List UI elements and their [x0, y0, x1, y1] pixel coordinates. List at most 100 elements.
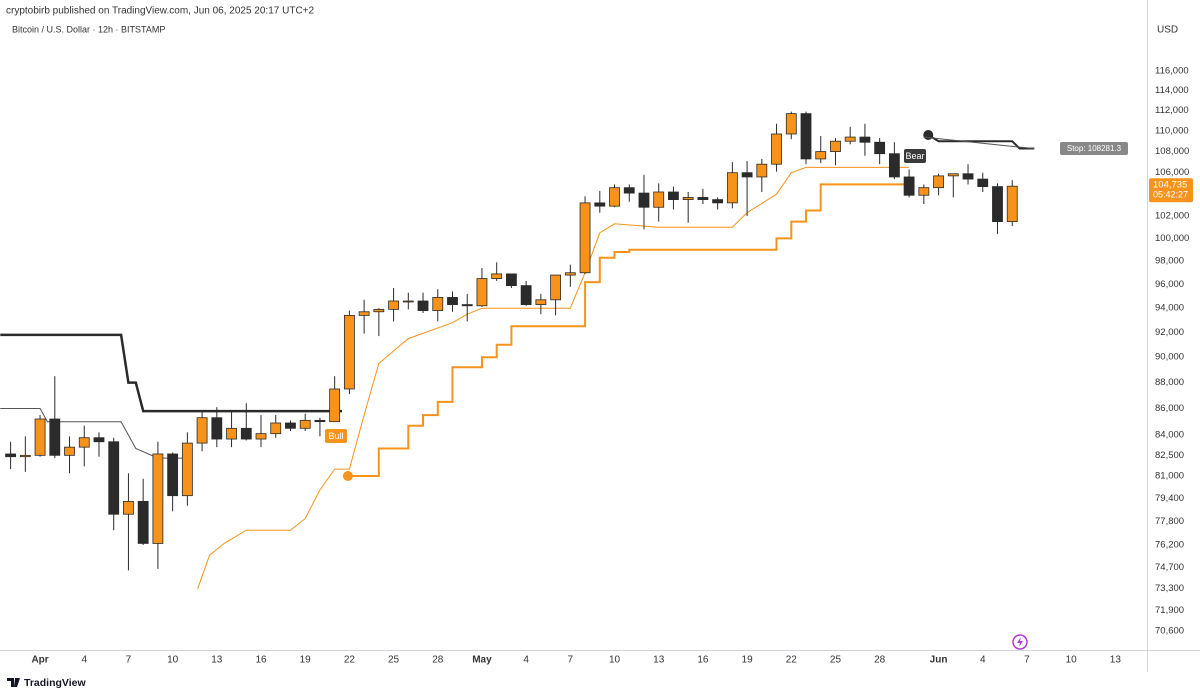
- candle-body: [741, 172, 753, 178]
- x-tick-label: 7: [126, 655, 132, 666]
- candle-body: [49, 418, 61, 456]
- candle-body: [564, 272, 576, 276]
- candle-body: [373, 308, 385, 313]
- candle-body: [697, 197, 709, 200]
- y-tick-label: 102,000: [1155, 211, 1189, 222]
- x-tick-label: 13: [1110, 655, 1122, 666]
- candle-body: [240, 427, 252, 440]
- indicator-line: [197, 166, 910, 589]
- candle-body: [285, 422, 296, 429]
- annotation-label: Bull: [328, 431, 343, 441]
- x-tick-label: 28: [874, 655, 886, 666]
- indicator-line: [927, 134, 1035, 150]
- candle-body: [78, 437, 90, 448]
- candle-body: [859, 136, 871, 143]
- y-tick-label: 73,300: [1155, 583, 1184, 594]
- candle-body: [638, 192, 650, 208]
- candle-body: [874, 141, 886, 155]
- candle-body: [270, 422, 282, 435]
- x-tick-label: 16: [255, 655, 267, 666]
- candle-body: [933, 175, 944, 189]
- candle-body: [5, 453, 17, 458]
- indicator-line: [0, 333, 342, 413]
- x-tick-label: 10: [1066, 655, 1078, 666]
- candle-body: [771, 133, 782, 165]
- x-tick-label: Jun: [930, 655, 948, 666]
- x-tick-label: 28: [432, 655, 444, 666]
- candle-body: [64, 446, 75, 456]
- candle-body: [447, 297, 458, 305]
- x-tick-label: 4: [523, 655, 529, 666]
- candle-body: [432, 297, 444, 311]
- y-tick-label: 108,000: [1155, 146, 1189, 157]
- candle-body: [830, 140, 841, 153]
- y-tick-label: 112,000: [1155, 105, 1189, 116]
- stop-label: Stop: 108281.3: [1067, 144, 1122, 153]
- watermark-bolt: [1017, 637, 1023, 647]
- candle-body: [314, 419, 326, 423]
- candle-body: [623, 187, 635, 194]
- candle-body: [535, 299, 547, 305]
- stop-label-box: [1060, 142, 1128, 155]
- y-tick-label: 94,000: [1155, 303, 1184, 314]
- candle-body: [977, 178, 989, 187]
- y-tick-label: 96,000: [1155, 279, 1184, 290]
- candle-body: [34, 418, 46, 456]
- candle-body: [520, 285, 532, 305]
- watermark: [1012, 634, 1028, 650]
- candle-body: [93, 437, 105, 443]
- price-label: 104,735: [1153, 180, 1187, 191]
- candle-body: [476, 278, 488, 307]
- candle-body: [609, 187, 620, 207]
- annotation-box: [325, 429, 347, 443]
- candle-body: [682, 197, 694, 200]
- candle-body: [196, 417, 208, 444]
- logo-text: TradingView: [24, 677, 86, 689]
- x-tick-label: 10: [167, 655, 179, 666]
- candle-body: [343, 314, 355, 390]
- candle-body: [402, 300, 414, 303]
- candle-body: [712, 199, 724, 204]
- candle-body: [1006, 185, 1018, 223]
- candle-body: [137, 500, 149, 544]
- indicator-start-dot: [923, 130, 934, 141]
- candle-body: [358, 311, 370, 316]
- countdown-label: 05:42:27: [1153, 190, 1188, 200]
- candle-body: [962, 173, 974, 180]
- y-tick-label: 86,000: [1155, 403, 1184, 414]
- y-tick-label: 70,600: [1155, 626, 1184, 637]
- candle-body: [211, 417, 223, 440]
- symbol-info: Bitcoin / U.S. Dollar · 12h · BITSTAMP: [12, 24, 165, 34]
- y-tick-label: 84,000: [1155, 430, 1184, 441]
- y-tick-label: 100,000: [1155, 233, 1189, 244]
- y-tick-label: 90,000: [1155, 352, 1184, 363]
- candle-body: [19, 454, 31, 458]
- x-tick-label: 4: [980, 655, 986, 666]
- x-tick-label: 13: [653, 655, 665, 666]
- y-tick-label: 77,800: [1155, 516, 1184, 527]
- candle-body: [800, 113, 812, 160]
- y-tick-label: 114,000: [1155, 85, 1189, 96]
- candle-body: [167, 453, 179, 497]
- x-tick-label: 10: [609, 655, 621, 666]
- y-tick-label: 81,000: [1155, 471, 1184, 482]
- candle-body: [108, 441, 120, 515]
- indicator-line: [0, 408, 188, 459]
- y-tick-label: 71,900: [1155, 605, 1184, 616]
- y-tick-label: 79,400: [1155, 493, 1184, 504]
- x-tick-label: 25: [388, 655, 400, 666]
- plot-area: [0, 111, 1035, 589]
- x-tick-label: 22: [786, 655, 798, 666]
- candle-body: [329, 388, 341, 423]
- x-tick-label: Apr: [31, 655, 48, 666]
- candle-body: [844, 136, 856, 142]
- indicator-line: [923, 136, 1035, 149]
- candle-body: [299, 419, 311, 429]
- y-tick-label: 98,000: [1155, 256, 1184, 267]
- y-tick-label: 88,000: [1155, 377, 1184, 388]
- price-label-box: [1149, 178, 1193, 203]
- candle-body: [785, 113, 797, 135]
- candle-body: [461, 304, 473, 307]
- candle-body: [491, 273, 503, 279]
